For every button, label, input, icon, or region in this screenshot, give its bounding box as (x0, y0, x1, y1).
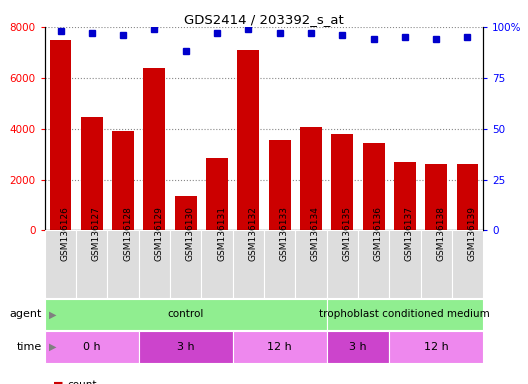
Text: GSM136129: GSM136129 (154, 206, 164, 261)
Text: GSM136136: GSM136136 (374, 206, 383, 261)
Text: 3 h: 3 h (177, 342, 194, 352)
Text: GSM136127: GSM136127 (92, 206, 101, 261)
Bar (112, 131, 134, 230)
Text: GSM136134: GSM136134 (311, 206, 320, 261)
FancyBboxPatch shape (139, 230, 170, 298)
FancyBboxPatch shape (139, 331, 233, 363)
Bar (394, 162, 416, 230)
FancyBboxPatch shape (76, 230, 108, 298)
FancyBboxPatch shape (233, 230, 264, 298)
FancyBboxPatch shape (389, 230, 420, 298)
Bar (363, 142, 384, 230)
Bar (269, 140, 290, 230)
Bar (175, 196, 197, 230)
Text: ▶: ▶ (49, 310, 56, 319)
Text: agent: agent (10, 310, 42, 319)
Text: 3 h: 3 h (349, 342, 367, 352)
Bar (81, 117, 103, 230)
Text: ■: ■ (53, 380, 63, 384)
Text: GSM136135: GSM136135 (342, 206, 351, 261)
Text: 12 h: 12 h (424, 342, 449, 352)
Text: GSM136139: GSM136139 (467, 206, 476, 261)
Bar (206, 158, 228, 230)
Text: control: control (167, 310, 204, 319)
FancyBboxPatch shape (201, 230, 233, 298)
FancyBboxPatch shape (264, 230, 295, 298)
Text: 12 h: 12 h (267, 342, 292, 352)
FancyBboxPatch shape (327, 230, 358, 298)
Bar (50, 40, 71, 230)
Text: GSM136126: GSM136126 (61, 206, 70, 261)
Bar (425, 164, 447, 230)
FancyBboxPatch shape (389, 331, 483, 363)
FancyBboxPatch shape (358, 230, 389, 298)
FancyBboxPatch shape (233, 331, 327, 363)
Text: count: count (67, 380, 97, 384)
Text: time: time (17, 342, 42, 352)
Text: ▶: ▶ (49, 342, 56, 352)
FancyBboxPatch shape (327, 331, 389, 363)
FancyBboxPatch shape (108, 230, 139, 298)
Text: trophoblast conditioned medium: trophoblast conditioned medium (319, 310, 490, 319)
FancyBboxPatch shape (452, 230, 483, 298)
Bar (238, 50, 259, 230)
Text: GSM136132: GSM136132 (248, 206, 257, 261)
Bar (300, 127, 322, 230)
Bar (331, 134, 353, 230)
Text: 0 h: 0 h (83, 342, 101, 352)
FancyBboxPatch shape (295, 230, 327, 298)
Text: GSM136137: GSM136137 (405, 206, 414, 261)
FancyBboxPatch shape (45, 230, 76, 298)
FancyBboxPatch shape (327, 299, 483, 330)
Text: GSM136133: GSM136133 (280, 206, 289, 261)
FancyBboxPatch shape (45, 299, 327, 330)
Text: GSM136138: GSM136138 (436, 206, 445, 261)
Text: GSM136130: GSM136130 (186, 206, 195, 261)
Bar (457, 164, 478, 230)
Text: GSM136131: GSM136131 (217, 206, 226, 261)
Text: GSM136128: GSM136128 (123, 206, 132, 261)
FancyBboxPatch shape (170, 230, 201, 298)
Bar (144, 68, 165, 230)
Title: GDS2414 / 203392_s_at: GDS2414 / 203392_s_at (184, 13, 344, 26)
FancyBboxPatch shape (45, 331, 139, 363)
FancyBboxPatch shape (420, 230, 452, 298)
